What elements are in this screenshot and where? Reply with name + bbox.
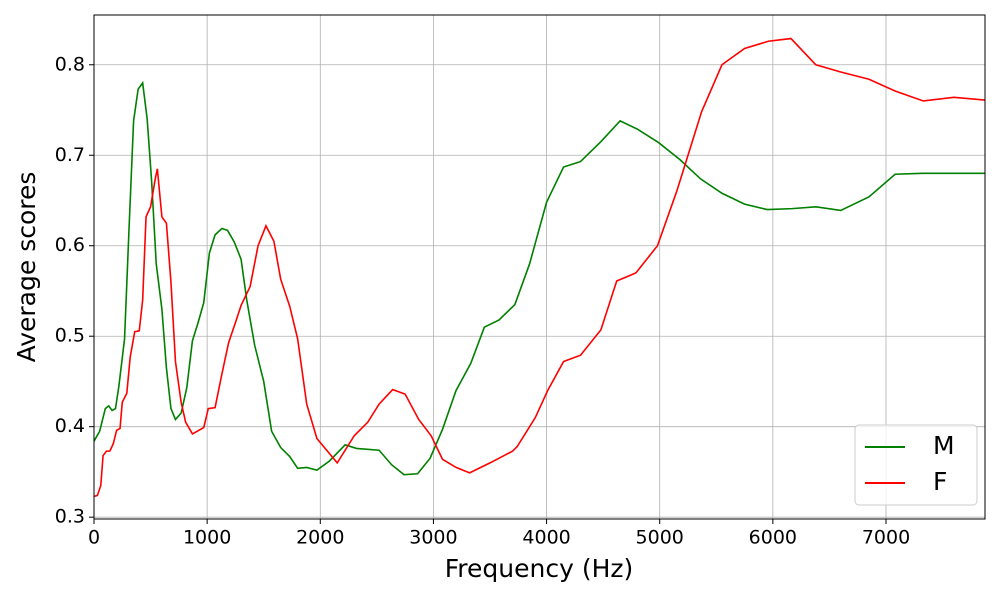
plot-frame xyxy=(93,14,986,520)
x-tick-label: 0 xyxy=(88,527,100,549)
y-tick-label: 0.7 xyxy=(55,144,85,166)
y-tick-label: 0.8 xyxy=(55,53,85,75)
x-tick-label: 3000 xyxy=(409,527,457,549)
x-tick-label: 4000 xyxy=(522,527,570,549)
legend-box xyxy=(854,424,978,506)
x-tick-label: 6000 xyxy=(749,527,797,549)
y-tick-label: 0.6 xyxy=(55,234,85,256)
x-tick-label: 5000 xyxy=(636,527,684,549)
x-tick-label: 2000 xyxy=(296,527,344,549)
x-tick-label: 1000 xyxy=(183,527,231,549)
data-line xyxy=(93,80,985,476)
y-tick-label: 0.4 xyxy=(55,415,85,437)
x-tick-label: 7000 xyxy=(862,527,910,549)
legend-label: M xyxy=(933,431,955,460)
y-tick-label: 0.5 xyxy=(55,325,85,347)
y-axis-label: Average scores xyxy=(12,172,41,363)
legend-label: F xyxy=(933,467,947,496)
x-axis-label: Frequency (Hz) xyxy=(445,554,634,583)
y-tick-label: 0.3 xyxy=(55,506,85,528)
data-line xyxy=(93,37,986,498)
